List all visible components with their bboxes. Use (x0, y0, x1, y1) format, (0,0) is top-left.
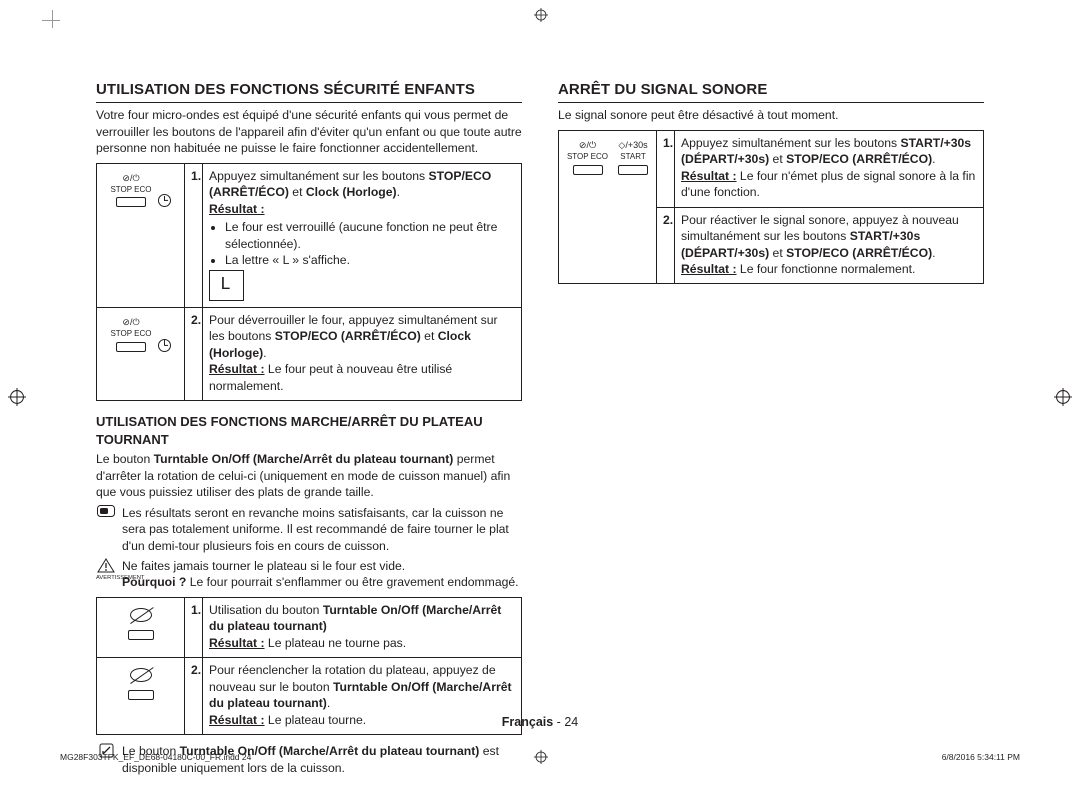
page-footer: Français - 24 (0, 714, 1080, 731)
child-safety-table: ⊘/⏻ STOP ECO 1. Appuyez simultanément su… (96, 163, 522, 401)
footer-language: Français (502, 715, 553, 729)
right-column: ARRÊT DU SIGNAL SONORE Le signal sonore … (558, 80, 984, 740)
registration-mark-top (534, 8, 548, 22)
stop-eco-icon: ⊘/⏻ (122, 174, 139, 183)
registration-mark-right (1054, 388, 1072, 406)
stop-eco-button-graphic (116, 342, 146, 352)
turntable-button-graphic (128, 630, 154, 640)
clock-icon (158, 194, 171, 207)
heading-child-safety: UTILISATION DES FONCTIONS SÉCURITÉ ENFAN… (96, 80, 522, 103)
paragraph-sound: Le signal sonore peut être désactivé à t… (558, 107, 984, 123)
tt-row1-text: Utilisation du bouton Turntable On/Off (… (203, 597, 522, 657)
print-timestamp: 6/8/2016 5:34:11 PM (942, 752, 1020, 763)
turntable-button-graphic (128, 690, 154, 700)
sound-row1-text: Appuyez simultanément sur les boutons ST… (675, 130, 984, 207)
heading-sound: ARRÊT DU SIGNAL SONORE (558, 80, 984, 103)
page-number: 24 (564, 715, 578, 729)
crop-mark (42, 10, 68, 36)
turntable-on-icon (130, 668, 152, 682)
child-row1-icons: ⊘/⏻ STOP ECO (97, 163, 185, 307)
heading-turntable: UTILISATION DES FONCTIONS MARCHE/ARRÊT D… (96, 413, 522, 448)
display-L: L (209, 270, 244, 300)
sound-row2-text: Pour réactiver le signal sonore, appuyez… (675, 207, 984, 284)
start-label: START (620, 152, 645, 163)
indesign-filename: MG28F303TFK_EF_DE68-04180C-00_FR.indd 24 (60, 752, 251, 763)
step-1: 1. (185, 163, 203, 307)
child-row2-icons: ⊘/⏻ STOP ECO (97, 307, 185, 400)
warning-icon: AVERTISSEMENT (96, 558, 116, 582)
stop-eco-button-graphic (116, 197, 146, 207)
turntable-off-icon (130, 608, 152, 622)
note-icon (96, 505, 116, 520)
clock-icon (158, 339, 171, 352)
child-row2-text: Pour déverrouiller le four, appuyez simu… (203, 307, 522, 400)
stop-eco-label: STOP ECO (110, 329, 151, 340)
registration-mark-left (8, 388, 26, 406)
stop-eco-icon: ⊘/⏻ (579, 141, 596, 150)
stop-eco-icon: ⊘/⏻ (122, 318, 139, 327)
step-1: 1. (185, 597, 203, 657)
stop-eco-label: STOP ECO (110, 185, 151, 196)
start-button-graphic (618, 165, 648, 175)
sound-table: ⊘/⏻ STOP ECO ◇/+30s START 1. Appuyez sim… (558, 130, 984, 285)
paragraph-child-safety: Votre four micro-ondes est équipé d'une … (96, 107, 522, 156)
page-content: UTILISATION DES FONCTIONS SÉCURITÉ ENFAN… (96, 80, 984, 740)
start-30s-icon: ◇/+30s (618, 141, 647, 150)
tt-row1-icons (97, 597, 185, 657)
sound-icons: ⊘/⏻ STOP ECO ◇/+30s START (559, 130, 657, 284)
step-1: 1. (657, 130, 675, 207)
paragraph-turntable-intro: Le bouton Turntable On/Off (Marche/Arrêt… (96, 451, 522, 500)
step-2: 2. (185, 307, 203, 400)
step-2: 2. (657, 207, 675, 284)
child-row1-text: Appuyez simultanément sur les boutons ST… (203, 163, 522, 307)
stop-eco-button-graphic (573, 165, 603, 175)
stop-eco-label: STOP ECO (567, 152, 608, 163)
left-column: UTILISATION DES FONCTIONS SÉCURITÉ ENFAN… (96, 80, 522, 740)
registration-mark-bottom (534, 750, 548, 764)
warning-empty-oven: AVERTISSEMENT Ne faites jamais tourner l… (96, 558, 522, 591)
note-uniform-cooking: Les résultats seront en revanche moins s… (96, 505, 522, 554)
